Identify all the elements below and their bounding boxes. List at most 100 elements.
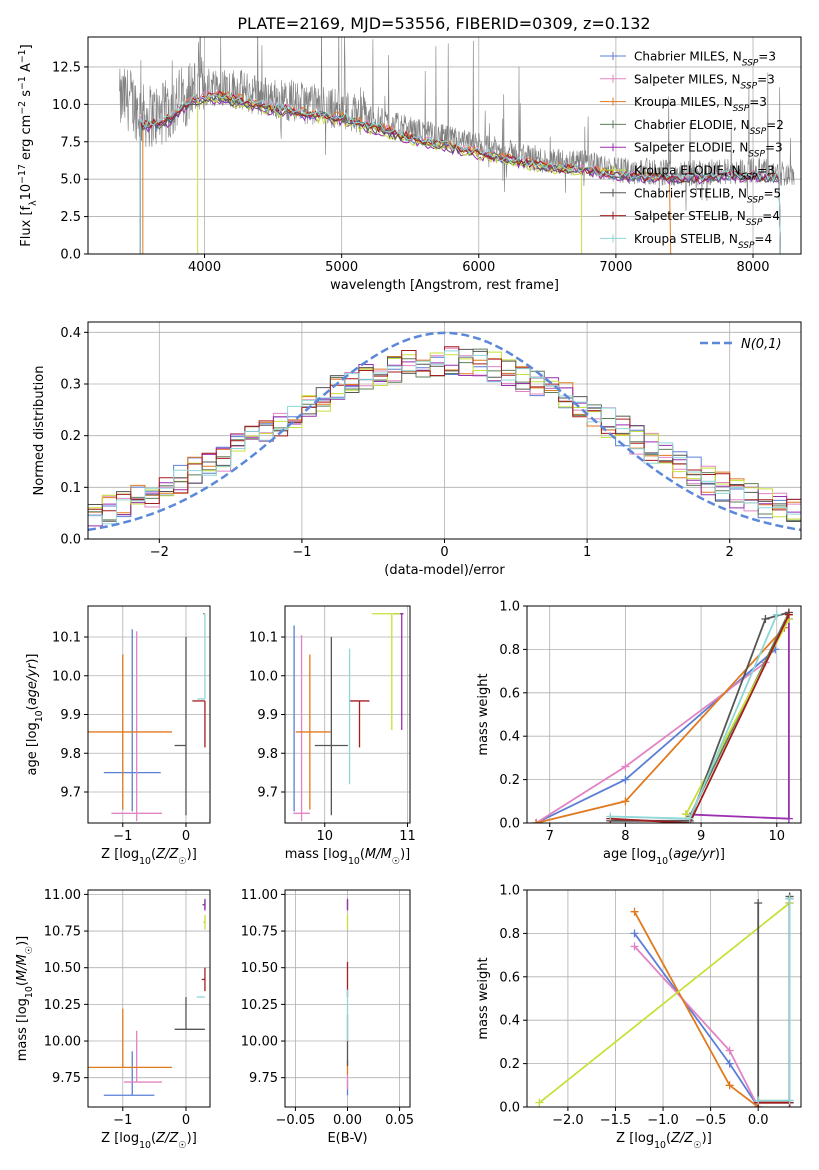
errorbar-salpeter-stelib [201, 967, 206, 992]
legend-label-kroupa-stelib: Kroupa STELIB, NSSP=4 [634, 232, 772, 251]
x-axis-label: Z [log10(Z/Z☉)] [101, 847, 197, 867]
x-tick-label: 8000 [736, 260, 769, 275]
y-tick-label: 10.1 [52, 631, 81, 646]
legend-count: =3 [758, 50, 776, 64]
y-tick-label: 11.00 [241, 888, 278, 903]
weight-point-chabrier-miles [725, 1059, 734, 1068]
y-axis-label: mass [log10(M/M☉)] [15, 936, 35, 1062]
x-axis-label: age [log10(age/yr)] [603, 847, 725, 867]
figure-title: PLATE=2169, MJD=53556, FIBERID=0309, z=0… [237, 14, 650, 33]
x-axis-label-part-0: wavelength [Angstrom, rest frame] [330, 278, 559, 293]
weight-vs-metallicity-axes-frame [526, 889, 802, 1108]
y-tick-label: 10.0 [249, 669, 278, 684]
y-axis-label-part-0: mass [log [15, 998, 30, 1061]
panel-spectrum: 4000 5000 6000 7000 8000 0.0 2.5 5.0 7.5 10.0 12.5… [17, 36, 802, 293]
x-axis-label-part-0: mass [log [285, 847, 348, 862]
x-axis-label: E(B-V) [327, 1131, 367, 1146]
errorbar-salpeter-miles [293, 635, 310, 822]
y-tick-label: 0.2 [60, 429, 81, 444]
x-tick-label: −1 [292, 545, 311, 560]
y-axis-label-part-5: −2 [17, 101, 28, 115]
x-tick-label: 6000 [462, 260, 495, 275]
y-axis-label-part-6: s [19, 90, 34, 101]
y-tick-label: 10.0 [52, 98, 81, 113]
legend-label-kroupa-miles: Kroupa MILES, NSSP=3 [634, 95, 767, 114]
spectrum-plot-area [119, 37, 795, 254]
legend-sub: SSP [738, 241, 755, 251]
y-tick-label: 5.0 [60, 173, 81, 188]
errorbar-kroupa-miles [295, 654, 331, 810]
legend-text: Salpeter MILES, N [634, 72, 741, 86]
legend-text: Salpeter STELIB, N [634, 209, 746, 223]
weight-line-kroupa-elodie [538, 902, 791, 1104]
weight-point-salpeter-stelib [784, 610, 793, 619]
observed-spectrum-line [119, 37, 795, 211]
y-axis-label-part-5: )] [15, 936, 30, 946]
model-spectrum-salpeter-elodie [139, 95, 781, 254]
x-tick-label: −0.5 [695, 1113, 727, 1128]
y-axis-label-part-0: Normed distribution [32, 366, 47, 496]
y-tick-label: 10.25 [241, 998, 278, 1013]
legend-count: =3 [765, 141, 783, 155]
x-axis-label-part-3: Z/Z [155, 847, 179, 862]
x-tick-label: −0.05 [275, 1113, 315, 1128]
y-tick-label: 10.1 [249, 631, 278, 646]
weight-line-chabrier-stelib [757, 896, 791, 1104]
legend-label-chabrier-stelib: Chabrier STELIB, NSSP=5 [634, 186, 781, 205]
legend-count: =3 [757, 72, 775, 86]
x-axis-label-part-4: )] [715, 847, 725, 862]
y-axis-label: Flux [fλ10−17 erg cm−2 s−1 A−1] [17, 44, 39, 246]
legend-label-salpeter-elodie: Salpeter ELODIE, NSSP=3 [634, 141, 783, 160]
legend-label-chabrier-elodie: Chabrier ELODIE, NSSP=2 [634, 118, 784, 137]
y-tick-label: 10.25 [44, 998, 81, 1013]
errorbar-salpeter-miles [111, 631, 162, 822]
errorbar-salpeter-miles [124, 1030, 162, 1083]
x-axis-label: mass [log10(M/M☉)] [285, 847, 411, 867]
y-tick-label: 0.2 [499, 1057, 520, 1072]
x-axis-label-part-3: Z/Z [670, 1131, 694, 1146]
y-tick-label: 10.75 [241, 925, 278, 940]
x-axis-label-part-2: ( [668, 847, 673, 862]
y-tick-label: 0.6 [499, 686, 520, 701]
age-vs-mass-plot-area [293, 613, 404, 822]
y-axis-label-part-1: 10 [34, 710, 45, 722]
y-axis-label-part-0: age [log [25, 722, 40, 775]
legend-count: =5 [764, 186, 782, 200]
x-axis-label-part-0: Z [log [101, 847, 139, 862]
weight-point-chabrier-miles [621, 775, 630, 784]
y-axis-label-part-4: ☉ [24, 946, 35, 954]
weight-point-kroupa-stelib [685, 814, 694, 823]
x-axis-label-part-4: ☉ [178, 1140, 186, 1151]
panel-mass-vs-ebv: −0.05 0.00 0.05 9.75 10.00 10.25 10.50 10.75 11.… [241, 888, 414, 1146]
x-axis-label-part-3: Z/Z [155, 1131, 179, 1146]
x-axis-label-part-0: Z [log [101, 1131, 139, 1146]
x-axis-label-part-1: 10 [654, 1140, 666, 1151]
errorbar-chabrier-miles [103, 1051, 155, 1096]
x-axis-label-part-2: ( [360, 847, 365, 862]
x-tick-label: 8 [621, 829, 629, 844]
errorbar-chabrier-stelib [174, 997, 205, 1030]
legend-text: Salpeter ELODIE, N [634, 141, 748, 155]
x-axis-label-part-1: 10 [656, 856, 668, 867]
age-vs-metallicity-plot-area [88, 613, 206, 822]
weight-line-kroupa-stelib [758, 898, 791, 1102]
y-tick-label: 0.0 [60, 248, 81, 263]
weight-point-salpeter-miles [621, 762, 630, 771]
x-tick-label: 10 [769, 829, 786, 844]
y-axis-label-part-7: −1 [17, 76, 28, 90]
y-tick-label: 9.9 [257, 708, 278, 723]
weight-point-kroupa-stelib [754, 1096, 763, 1105]
legend-label-salpeter-stelib: Salpeter STELIB, NSSP=4 [634, 209, 780, 228]
x-tick-label: 0 [182, 1113, 190, 1128]
weight-vs-metallicity-plot-area [535, 892, 794, 1107]
weight-point-salpeter-miles [630, 942, 639, 951]
x-tick-label: −1 [113, 1113, 132, 1128]
x-tick-label: 11 [399, 829, 416, 844]
weight-point-kroupa-miles [630, 907, 639, 916]
normal-distribution-curve [88, 331, 801, 532]
y-tick-label: 9.75 [249, 1071, 278, 1086]
x-axis-label-part-3: age/yr [673, 847, 716, 862]
x-tick-label: 0.05 [385, 1113, 414, 1128]
weight-line-salpeter-stelib [610, 614, 790, 823]
